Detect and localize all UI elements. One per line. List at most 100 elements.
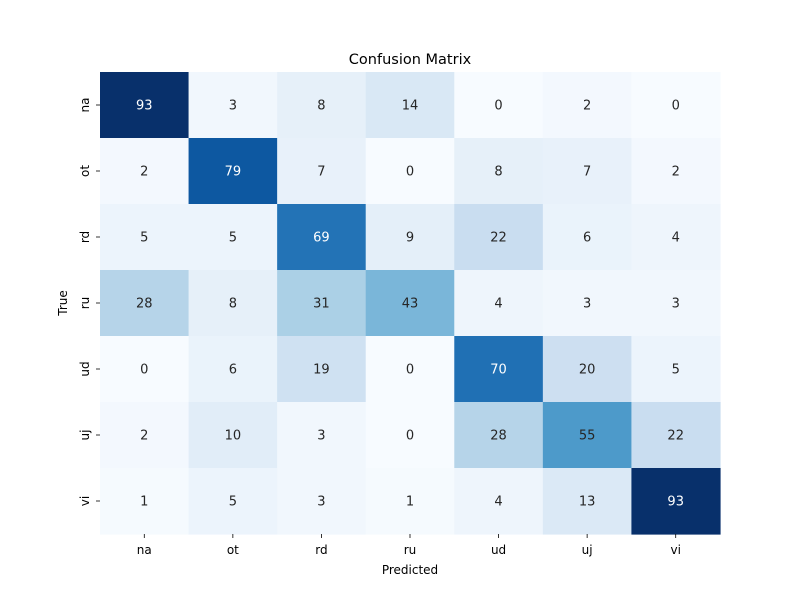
y-axis-label: True — [56, 290, 70, 317]
heatmap-cell-ud-ot — [188, 336, 278, 403]
cell-value-label-vi-rd: 3 — [317, 495, 325, 510]
cell-value-label-ot-rd: 7 — [317, 165, 325, 180]
heatmap-cell-na-ot — [188, 72, 278, 139]
cell-value-label-ru-ru: 43 — [402, 297, 419, 312]
cell-value-label-na-ot: 3 — [229, 99, 237, 114]
heatmap-cell-uj-ud — [454, 402, 544, 469]
heatmap-cell-vi-ot — [188, 468, 278, 535]
cell-value-label-uj-rd: 3 — [317, 429, 325, 444]
heatmap-cell-vi-na — [100, 468, 190, 535]
x-tick-label-na: na — [137, 543, 152, 557]
cell-value-label-ud-ot: 6 — [229, 363, 237, 378]
cell-value-label-ud-rd: 19 — [313, 363, 330, 378]
heatmap-cell-ot-ud — [454, 138, 544, 205]
heatmap-cell-ot-na — [100, 138, 190, 205]
heatmap-cell-vi-uj — [542, 468, 633, 535]
cell-value-label-vi-ud: 4 — [494, 495, 502, 510]
heatmap-cell-uj-vi — [631, 402, 721, 469]
y-tick-label-ot: ot — [78, 165, 92, 177]
heatmap-cell-ru-na — [100, 270, 190, 337]
heatmap-cell-vi-rd — [277, 468, 367, 535]
cell-value-label-ru-ot: 8 — [229, 297, 237, 312]
chart-title: Confusion Matrix — [349, 52, 472, 68]
y-tick-label-vi: vi — [78, 496, 92, 506]
heatmap-cell-uj-rd — [277, 402, 367, 469]
y-axis-ticks: na ot rd ru ud uj vi — [78, 98, 100, 506]
cell-value-label-uj-na: 2 — [140, 429, 148, 444]
heatmap-cell-ot-rd — [277, 138, 367, 205]
heatmap-cell-ru-uj — [542, 270, 633, 337]
heatmap-cell-rd-uj — [542, 204, 633, 271]
cell-value-label-vi-ru: 1 — [406, 495, 414, 510]
cell-value-label-ud-uj: 20 — [579, 363, 596, 378]
heatmap-cell-ud-ru — [365, 336, 455, 403]
cell-value-label-na-ru: 14 — [402, 99, 419, 114]
cell-value-label-na-vi: 0 — [672, 99, 680, 114]
cell-value-label-rd-vi: 4 — [672, 231, 680, 246]
heatmap-cell-ot-vi — [631, 138, 721, 205]
heatmap-cell-rd-rd — [277, 204, 367, 271]
heatmap-cell-rd-vi — [631, 204, 721, 271]
y-tick-label-na: na — [78, 98, 92, 113]
cell-value-label-ot-ru: 0 — [406, 165, 414, 180]
cell-value-label-na-uj: 2 — [583, 99, 591, 114]
cell-value-label-vi-ot: 5 — [229, 495, 237, 510]
x-tick-label-ru: ru — [404, 543, 417, 557]
cell-value-label-ud-na: 0 — [140, 363, 148, 378]
x-tick-label-uj: uj — [582, 543, 593, 557]
heatmap-cell-uj-ru — [365, 402, 455, 469]
heatmap-cell-rd-ru — [365, 204, 455, 271]
heatmap-cell-ru-rd — [277, 270, 367, 337]
heatmap-cell-ot-ru — [365, 138, 455, 205]
heatmap-cell-uj-uj — [542, 402, 633, 469]
cell-value-label-ot-ot: 79 — [225, 165, 242, 180]
cell-value-label-vi-uj: 13 — [579, 495, 596, 510]
heatmap-cell-ud-na — [100, 336, 190, 403]
cell-value-label-ud-ud: 70 — [490, 363, 507, 378]
heatmap-cell-ot-ot — [188, 138, 278, 205]
cell-value-label-uj-ud: 28 — [490, 429, 507, 444]
cell-value-label-ru-na: 28 — [136, 297, 153, 312]
heatmap-cell-rd-ud — [454, 204, 544, 271]
cell-value-label-na-ud: 0 — [494, 99, 502, 114]
cell-value-label-ru-uj: 3 — [583, 297, 591, 312]
heatmap-cell-vi-vi — [631, 468, 721, 535]
y-tick-label-ru: ru — [78, 297, 92, 310]
x-axis-ticks: na ot rd ru ud uj vi — [137, 534, 681, 557]
cell-value-label-ru-ud: 4 — [494, 297, 502, 312]
heatmap-cell-na-vi — [631, 72, 721, 139]
heatmap-cell-na-ru — [365, 72, 455, 139]
cell-value-label-vi-vi: 93 — [667, 495, 684, 510]
cell-value-label-ru-rd: 31 — [313, 297, 330, 312]
heatmap-cells: 93 3 8 14 0 2 02 79 7 0 8 7 25 5 69 9 22 6 428 8 31 43 4 3 30 6 19… — [100, 72, 721, 535]
y-tick-label-ud: ud — [78, 361, 92, 376]
heatmap-cell-na-rd — [277, 72, 367, 139]
heatmap-cell-na-ud — [454, 72, 544, 139]
heatmap-cell-ru-ot — [188, 270, 278, 337]
cell-value-label-ud-ru: 0 — [406, 363, 414, 378]
heatmap-cell-vi-ru — [365, 468, 455, 535]
cell-value-label-rd-ud: 22 — [490, 231, 507, 246]
cell-value-label-ru-vi: 3 — [672, 297, 680, 312]
x-tick-label-ud: ud — [491, 543, 506, 557]
cell-value-label-uj-vi: 22 — [667, 429, 684, 444]
cell-value-label-rd-ru: 9 — [406, 231, 414, 246]
heatmap-cell-rd-na — [100, 204, 190, 271]
y-tick-label-rd: rd — [78, 231, 92, 243]
heatmap-cell-ud-rd — [277, 336, 367, 403]
heatmap-cell-vi-ud — [454, 468, 544, 535]
heatmap-cell-ud-uj — [542, 336, 633, 403]
heatmap-cell-rd-ot — [188, 204, 278, 271]
heatmap-cell-uj-ot — [188, 402, 278, 469]
cell-value-label-rd-na: 5 — [140, 231, 148, 246]
heatmap-cell-ru-vi — [631, 270, 721, 337]
x-tick-label-vi: vi — [670, 543, 680, 557]
cell-value-label-ot-vi: 2 — [672, 165, 680, 180]
x-axis-label: Predicted — [382, 563, 438, 577]
cell-value-label-uj-ru: 0 — [406, 429, 414, 444]
heatmap-cell-na-na — [100, 72, 190, 139]
cell-value-label-na-na: 93 — [136, 99, 153, 114]
cell-value-label-rd-ot: 5 — [229, 231, 237, 246]
cell-value-label-ot-uj: 7 — [583, 165, 591, 180]
